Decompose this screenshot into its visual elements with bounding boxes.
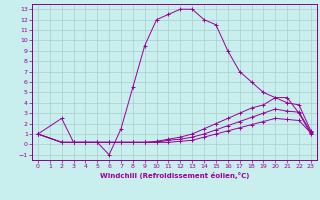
X-axis label: Windchill (Refroidissement éolien,°C): Windchill (Refroidissement éolien,°C) [100, 172, 249, 179]
